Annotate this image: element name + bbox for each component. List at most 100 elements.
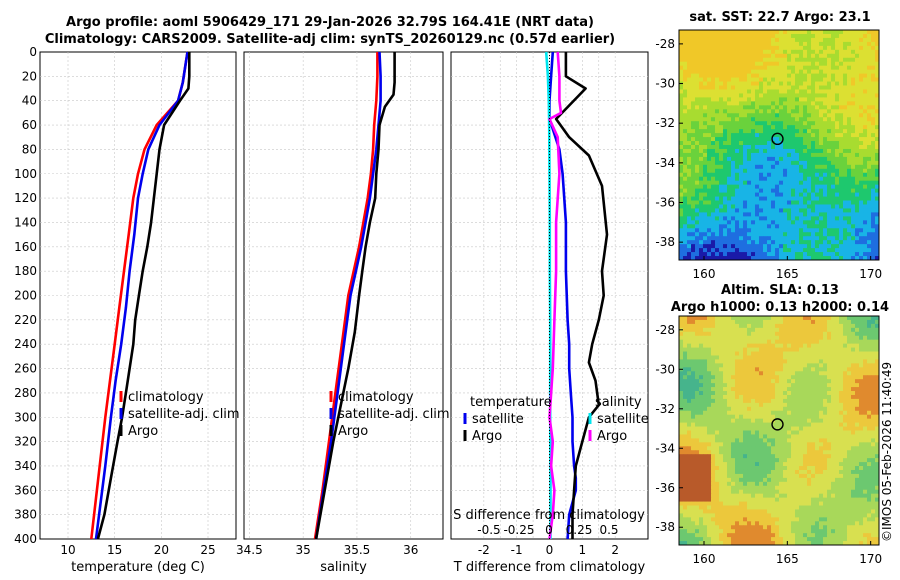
map-cell bbox=[839, 49, 844, 55]
map-cell bbox=[715, 172, 720, 178]
map-cell bbox=[799, 355, 804, 360]
map-cell bbox=[787, 410, 792, 416]
map-cell bbox=[787, 367, 792, 372]
map-cell bbox=[767, 414, 772, 420]
map-cell bbox=[747, 97, 752, 102]
map-cell bbox=[739, 61, 744, 67]
map-cell bbox=[843, 339, 848, 345]
map-cell bbox=[743, 410, 748, 416]
map-cell bbox=[819, 256, 824, 261]
map-cell bbox=[703, 220, 708, 225]
map-cell bbox=[759, 41, 764, 47]
map-cell bbox=[699, 180, 704, 186]
map-cell bbox=[747, 347, 752, 352]
map-cell bbox=[779, 168, 784, 174]
map-cell bbox=[819, 410, 824, 416]
map-cell bbox=[763, 125, 768, 130]
map-cell bbox=[715, 383, 720, 388]
map-cell bbox=[723, 256, 728, 261]
map-cell bbox=[795, 375, 800, 380]
map-cell bbox=[751, 438, 756, 443]
map-cell bbox=[831, 97, 836, 102]
map-cell bbox=[779, 442, 784, 447]
map-cell bbox=[687, 398, 692, 404]
map-cell bbox=[695, 367, 700, 372]
map-cell bbox=[695, 252, 700, 257]
map-cell bbox=[803, 347, 808, 352]
map-cell bbox=[787, 41, 792, 47]
map-cell bbox=[775, 113, 780, 118]
map-cell bbox=[863, 418, 868, 424]
map-cell bbox=[831, 434, 836, 439]
chart-title-line2: Climatology: CARS2009. Satellite-adj cli… bbox=[44, 32, 616, 47]
map-cell bbox=[731, 391, 736, 396]
map-cell bbox=[851, 240, 856, 245]
map-cell bbox=[815, 61, 820, 67]
map-cell bbox=[791, 37, 796, 43]
map-cell bbox=[775, 375, 780, 380]
map-cell bbox=[727, 244, 732, 249]
map-cell bbox=[699, 331, 704, 337]
map-cell bbox=[815, 339, 820, 345]
map-cell bbox=[723, 156, 728, 162]
map-cell bbox=[807, 89, 812, 94]
map-cell bbox=[863, 450, 868, 455]
y-tick-label: 260 bbox=[14, 362, 37, 376]
map-cell bbox=[847, 252, 852, 257]
map-cell bbox=[707, 220, 712, 225]
map-cell bbox=[767, 61, 772, 67]
map-cell bbox=[719, 410, 724, 416]
map-cell bbox=[771, 196, 776, 201]
map-cell bbox=[867, 454, 872, 459]
map-cell bbox=[807, 37, 812, 43]
map-cell bbox=[751, 232, 756, 237]
map-cell bbox=[747, 85, 752, 90]
map-cell bbox=[783, 316, 788, 321]
map-cell bbox=[787, 406, 792, 412]
map-cell bbox=[787, 391, 792, 396]
map-cell bbox=[795, 426, 800, 431]
map-cell bbox=[811, 316, 816, 321]
map-cell bbox=[795, 164, 800, 170]
map-cell bbox=[679, 77, 684, 82]
map-cell bbox=[835, 81, 840, 86]
map-cell bbox=[739, 89, 744, 94]
map-cell bbox=[795, 200, 800, 205]
map-cell bbox=[839, 375, 844, 380]
map-cell bbox=[859, 148, 864, 154]
map-cell bbox=[791, 180, 796, 186]
map-cell bbox=[831, 73, 836, 78]
map-cell bbox=[803, 430, 808, 435]
map-cell bbox=[835, 125, 840, 130]
map-cell bbox=[783, 53, 788, 59]
map-cell bbox=[791, 164, 796, 170]
map-cell bbox=[799, 327, 804, 333]
map-cell bbox=[819, 37, 824, 43]
map-cell bbox=[843, 49, 848, 55]
map-cell bbox=[835, 339, 840, 345]
map-cell bbox=[755, 414, 760, 420]
map-cell bbox=[831, 458, 836, 463]
map-cell bbox=[803, 446, 808, 451]
map-cell bbox=[779, 196, 784, 201]
map-cell bbox=[719, 61, 724, 67]
map-cell bbox=[731, 252, 736, 257]
map-cell bbox=[843, 398, 848, 404]
map-cell bbox=[803, 394, 808, 400]
map-cell bbox=[815, 73, 820, 78]
map-cell bbox=[811, 434, 816, 439]
map-cell bbox=[743, 41, 748, 47]
map-cell bbox=[859, 30, 864, 35]
map-cell bbox=[759, 37, 764, 43]
map-cell bbox=[723, 394, 728, 400]
map-cell bbox=[871, 145, 876, 150]
map-cell bbox=[779, 248, 784, 253]
map-cell bbox=[703, 351, 708, 356]
map-cell bbox=[775, 77, 780, 82]
map-cell bbox=[723, 442, 728, 447]
map-cell bbox=[751, 101, 756, 106]
map-cell bbox=[743, 97, 748, 102]
map-cell bbox=[687, 240, 692, 245]
map-cell bbox=[715, 57, 720, 63]
map-cell bbox=[683, 160, 688, 166]
